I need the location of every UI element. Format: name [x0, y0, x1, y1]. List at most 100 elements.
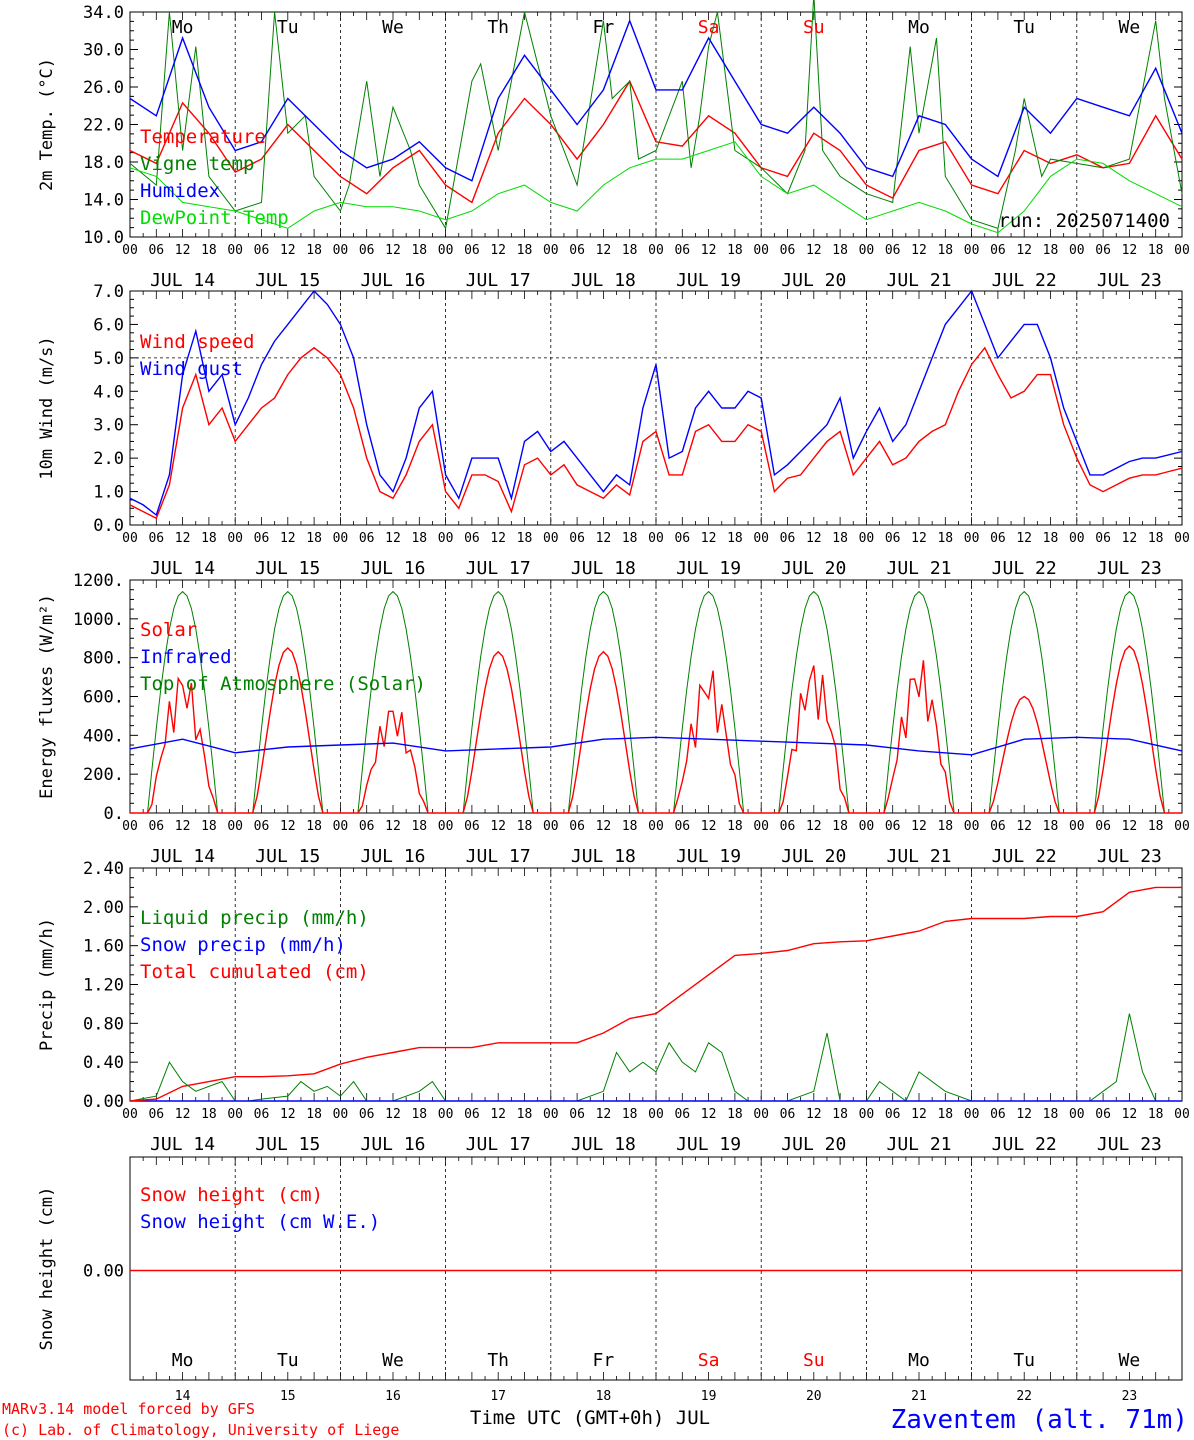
- day-label: JUL 20: [781, 270, 846, 291]
- y-tick-label: 1.0: [93, 483, 124, 503]
- hour-tick-label: 00: [753, 819, 769, 834]
- hour-tick-label: 00: [753, 531, 769, 546]
- weekday-label-bottom: Tu: [1013, 1350, 1035, 1371]
- day-label: JUL 23: [1097, 846, 1162, 867]
- hour-tick-label: 12: [701, 243, 717, 258]
- day-label: JUL 18: [571, 270, 636, 291]
- hour-tick-label: 00: [753, 243, 769, 258]
- hour-tick-label: 06: [254, 819, 270, 834]
- hour-tick-label: 18: [1043, 819, 1059, 834]
- hour-tick-label: 18: [832, 243, 848, 258]
- weekday-label-top: Sa: [698, 17, 720, 38]
- hour-tick-label: 18: [201, 243, 217, 258]
- hour-tick-label: 12: [1122, 819, 1138, 834]
- hour-tick-label: 00: [648, 1107, 664, 1122]
- hour-tick-label: 18: [937, 819, 953, 834]
- hour-tick-label: 18: [201, 531, 217, 546]
- series-line-wind-gust: [129, 289, 1183, 517]
- hour-tick-label: 18: [622, 1107, 638, 1122]
- day-number-label: 19: [701, 1389, 717, 1404]
- weekday-label-bottom: We: [382, 1350, 404, 1371]
- hour-tick-label: 12: [806, 531, 822, 546]
- hour-tick-label: 00: [648, 819, 664, 834]
- x-axis-title: Time UTC (GMT+0h) JUL: [470, 1407, 710, 1429]
- hour-tick-label: 12: [806, 819, 822, 834]
- hour-tick-label: 18: [727, 819, 743, 834]
- hour-tick-label: 18: [517, 243, 533, 258]
- hour-tick-label: 18: [1043, 531, 1059, 546]
- hour-tick-label: 06: [674, 531, 690, 546]
- day-label: JUL 20: [781, 1134, 846, 1155]
- weekday-label-top: Th: [487, 17, 509, 38]
- hour-tick-label: 12: [385, 531, 401, 546]
- day-label: JUL 16: [360, 558, 425, 579]
- day-number-label: 14: [175, 1389, 191, 1404]
- day-label: JUL 19: [676, 558, 741, 579]
- hour-tick-label: 18: [937, 243, 953, 258]
- day-label: JUL 17: [466, 846, 531, 867]
- day-label: JUL 23: [1097, 270, 1162, 291]
- hour-tick-label: 06: [674, 1107, 690, 1122]
- weekday-label-bottom: Tu: [277, 1350, 299, 1371]
- series-line-wind-speed: [129, 346, 1183, 520]
- hour-tick-label: 18: [832, 819, 848, 834]
- day-label: JUL 22: [992, 1134, 1057, 1155]
- footer-lab: (c) Lab. of Climatology, University of L…: [2, 1421, 399, 1439]
- hour-tick-label: 06: [359, 1107, 375, 1122]
- y-axis-label: 10m Wind (m/s): [37, 336, 57, 479]
- hour-tick-label: 12: [280, 243, 296, 258]
- series-line-solar: [130, 644, 1182, 814]
- weekday-label-bottom: Fr: [593, 1350, 615, 1371]
- day-label: JUL 22: [992, 558, 1057, 579]
- hour-tick-label: 18: [622, 243, 638, 258]
- hour-tick-label: 18: [1148, 819, 1164, 834]
- legend-entry: Snow precip (mm/h): [140, 934, 346, 956]
- y-tick-label: 600.: [83, 688, 124, 708]
- hour-tick-label: 18: [622, 819, 638, 834]
- hour-tick-label: 12: [490, 243, 506, 258]
- hour-tick-label: 18: [517, 531, 533, 546]
- hour-tick-label: 12: [596, 1107, 612, 1122]
- hour-tick-label: 06: [885, 531, 901, 546]
- y-tick-label: 26.0: [83, 78, 124, 98]
- y-tick-label: 0.00: [83, 1092, 124, 1112]
- hour-tick-label: 12: [1016, 243, 1032, 258]
- hour-tick-label: 12: [175, 1107, 191, 1122]
- hour-tick-label: 18: [727, 531, 743, 546]
- y-tick-label: 1200.: [73, 571, 124, 591]
- y-axis-label: Precip (mm/h): [37, 918, 57, 1051]
- hour-tick-label: 12: [911, 243, 927, 258]
- y-axis-label: Energy fluxes (W/m²): [37, 594, 57, 799]
- hour-tick-label: 00: [227, 1107, 243, 1122]
- hour-tick-label: 06: [569, 243, 585, 258]
- legend-entry: Snow height (cm W.E.): [140, 1211, 380, 1233]
- hour-tick-label: 18: [727, 1107, 743, 1122]
- hour-tick-label: 00: [227, 531, 243, 546]
- hour-tick-label: 06: [569, 531, 585, 546]
- hour-tick-label: 12: [385, 243, 401, 258]
- hour-tick-label: 18: [622, 531, 638, 546]
- series-line-infrared: [129, 736, 1183, 756]
- day-label: JUL 18: [571, 558, 636, 579]
- legend-entry: Solar: [140, 619, 197, 641]
- hour-tick-label: 06: [254, 531, 270, 546]
- day-label: JUL 16: [360, 1134, 425, 1155]
- hour-tick-label: 12: [701, 819, 717, 834]
- hour-tick-label: 12: [911, 1107, 927, 1122]
- hour-tick-label: 18: [832, 1107, 848, 1122]
- hour-tick-label: 12: [596, 243, 612, 258]
- series-line-total-cumulated-cm: [129, 886, 1182, 1102]
- day-number-label: 23: [1122, 1389, 1138, 1404]
- hour-tick-label: 00: [753, 1107, 769, 1122]
- day-label: JUL 20: [781, 846, 846, 867]
- legend-entry: Temperature: [140, 126, 266, 148]
- legend-entry: Wind speed: [140, 331, 254, 353]
- panel-5: Snow height (cm) 0.00 Snow height (cm) Snow…: [37, 1156, 1183, 1381]
- y-tick-label: 0.: [104, 804, 124, 824]
- hour-tick-label: 00: [1174, 819, 1190, 834]
- weekday-label-bottom: Su: [803, 1350, 825, 1371]
- hour-tick-label: 06: [569, 819, 585, 834]
- legend-entry: Wind gust: [140, 358, 243, 380]
- day-label: JUL 21: [886, 846, 951, 867]
